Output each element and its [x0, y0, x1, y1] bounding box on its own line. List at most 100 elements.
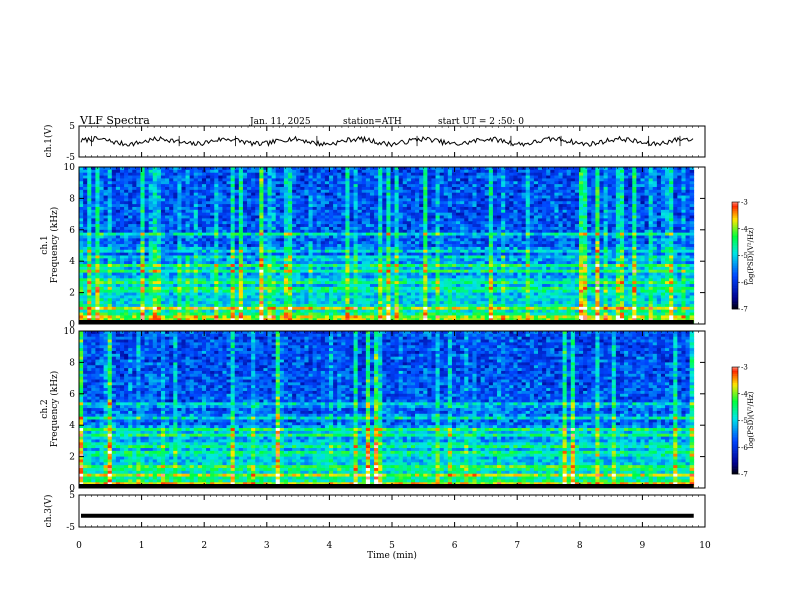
- spectrogram-cell: [226, 178, 232, 182]
- spectrogram-cell: [283, 229, 289, 234]
- spectrogram-cell: [431, 192, 436, 196]
- spectrogram-cell: [427, 215, 432, 219]
- spectrogram-cell: [267, 229, 273, 234]
- spectrogram-cell: [435, 221, 441, 225]
- spectrogram-cell: [193, 258, 199, 262]
- spectrogram-cell: [189, 221, 195, 225]
- spectrogram-cell: [218, 244, 223, 248]
- spectrogram-cell: [656, 172, 662, 176]
- spectrogram-cell: [394, 209, 400, 214]
- spectrogram-cell: [456, 249, 461, 254]
- spectrogram-cell: [554, 215, 559, 219]
- spectrogram-cell: [660, 206, 666, 211]
- spectrogram-cell: [406, 204, 412, 208]
- spectrogram-cell: [415, 181, 420, 185]
- spectrogram-cell: [525, 238, 531, 242]
- spectrogram-cell: [660, 195, 666, 199]
- spectrogram-cell: [218, 258, 223, 262]
- spectrogram-cell: [279, 181, 285, 185]
- spectrogram-cell: [103, 252, 109, 256]
- spectrogram-cell: [222, 206, 227, 211]
- spectrogram-cell: [665, 204, 670, 208]
- spectrogram-cell: [132, 241, 137, 245]
- spectrogram-cell: [501, 249, 506, 254]
- spectrogram-cell: [636, 229, 641, 234]
- spectrogram-cell: [599, 186, 604, 191]
- spectrogram-cell: [361, 178, 367, 182]
- spectrogram-cell: [533, 204, 539, 208]
- spectrogram-cell: [423, 246, 428, 251]
- spectrogram-cell: [234, 226, 240, 231]
- spectrogram-cell: [140, 178, 145, 182]
- spectrogram-cell: [587, 235, 592, 239]
- spectrogram-cell: [624, 238, 629, 242]
- spectrogram-cell: [341, 201, 346, 205]
- spectrogram-cell: [439, 238, 445, 242]
- spectrogram-cell: [402, 175, 408, 179]
- spectrogram-cell: [214, 232, 219, 236]
- spectrogram-cell: [538, 226, 543, 231]
- spectrogram-cell: [628, 244, 633, 248]
- spectrogram-cell: [554, 195, 559, 199]
- spectrogram-cell: [648, 244, 654, 248]
- spectrogram-cell: [652, 186, 658, 191]
- spectrogram-cell: [542, 167, 547, 171]
- spectrogram-cell: [357, 201, 363, 205]
- spectrogram-cell: [669, 189, 674, 194]
- spectrogram-cell: [95, 229, 100, 234]
- spectrogram-cell: [681, 252, 686, 256]
- spectrogram-cell: [419, 206, 424, 211]
- spectrogram-cell: [554, 252, 559, 256]
- spectrogram-cell: [484, 167, 490, 171]
- spectrogram-cell: [427, 201, 432, 205]
- spectrogram-cell: [144, 221, 150, 225]
- spectrogram-cell: [439, 232, 445, 236]
- spectrogram-cell: [427, 241, 432, 245]
- spectrogram-cell: [513, 252, 518, 256]
- spectrogram-cell: [480, 201, 486, 205]
- spectrogram-cell: [398, 181, 404, 185]
- spectrogram-cell: [542, 235, 547, 239]
- spectrogram-cell: [689, 198, 695, 202]
- spectrogram-cell: [484, 218, 490, 222]
- spectrogram-cell: [230, 261, 236, 265]
- spectrogram-cell: [480, 192, 486, 196]
- spectrogram-cell: [431, 255, 436, 259]
- spectrogram-cell: [128, 246, 133, 251]
- spectrogram-cell: [271, 195, 277, 199]
- spectrogram-cell: [214, 235, 219, 239]
- spectrogram-cell: [107, 195, 113, 199]
- spectrogram-cell: [320, 241, 326, 245]
- spectrogram-cell: [312, 258, 318, 262]
- spectrogram-cell: [509, 232, 514, 236]
- spectrogram-cell: [119, 252, 125, 256]
- spectrogram-cell: [447, 178, 453, 182]
- spectrogram-cell: [193, 172, 199, 176]
- spectrogram-cell: [345, 192, 350, 196]
- spectrogram-cell: [615, 195, 621, 199]
- spectrogram-cell: [468, 235, 473, 239]
- spectrogram-cell: [558, 189, 563, 194]
- spectrogram-cell: [689, 195, 695, 199]
- spectrogram-cell: [111, 195, 117, 199]
- spectrogram-cell: [386, 201, 391, 205]
- spectrogram-cell: [255, 246, 260, 251]
- spectrogram-cell: [439, 252, 445, 256]
- spectrogram-cell: [189, 184, 195, 188]
- spectrogram-cell: [505, 229, 510, 234]
- spectrogram-cell: [636, 249, 641, 254]
- start-ut-label: start UT = 2 :50: 0: [438, 117, 524, 127]
- spectrogram-cell: [513, 255, 518, 259]
- spectrogram-cell: [398, 235, 404, 239]
- spectrogram-cell: [218, 252, 223, 256]
- spectrogram-cell: [595, 218, 600, 222]
- spectrogram-cell: [632, 184, 637, 188]
- spectrogram-cell: [427, 252, 432, 256]
- spectrogram-cell: [119, 224, 125, 228]
- spectrogram-cell: [583, 167, 588, 171]
- spectrogram-cell: [185, 189, 191, 194]
- spectrogram-cell: [365, 258, 371, 262]
- spectrogram-cell: [415, 232, 420, 236]
- spectrogram-cell: [394, 184, 400, 188]
- spectrogram-cell: [435, 235, 441, 239]
